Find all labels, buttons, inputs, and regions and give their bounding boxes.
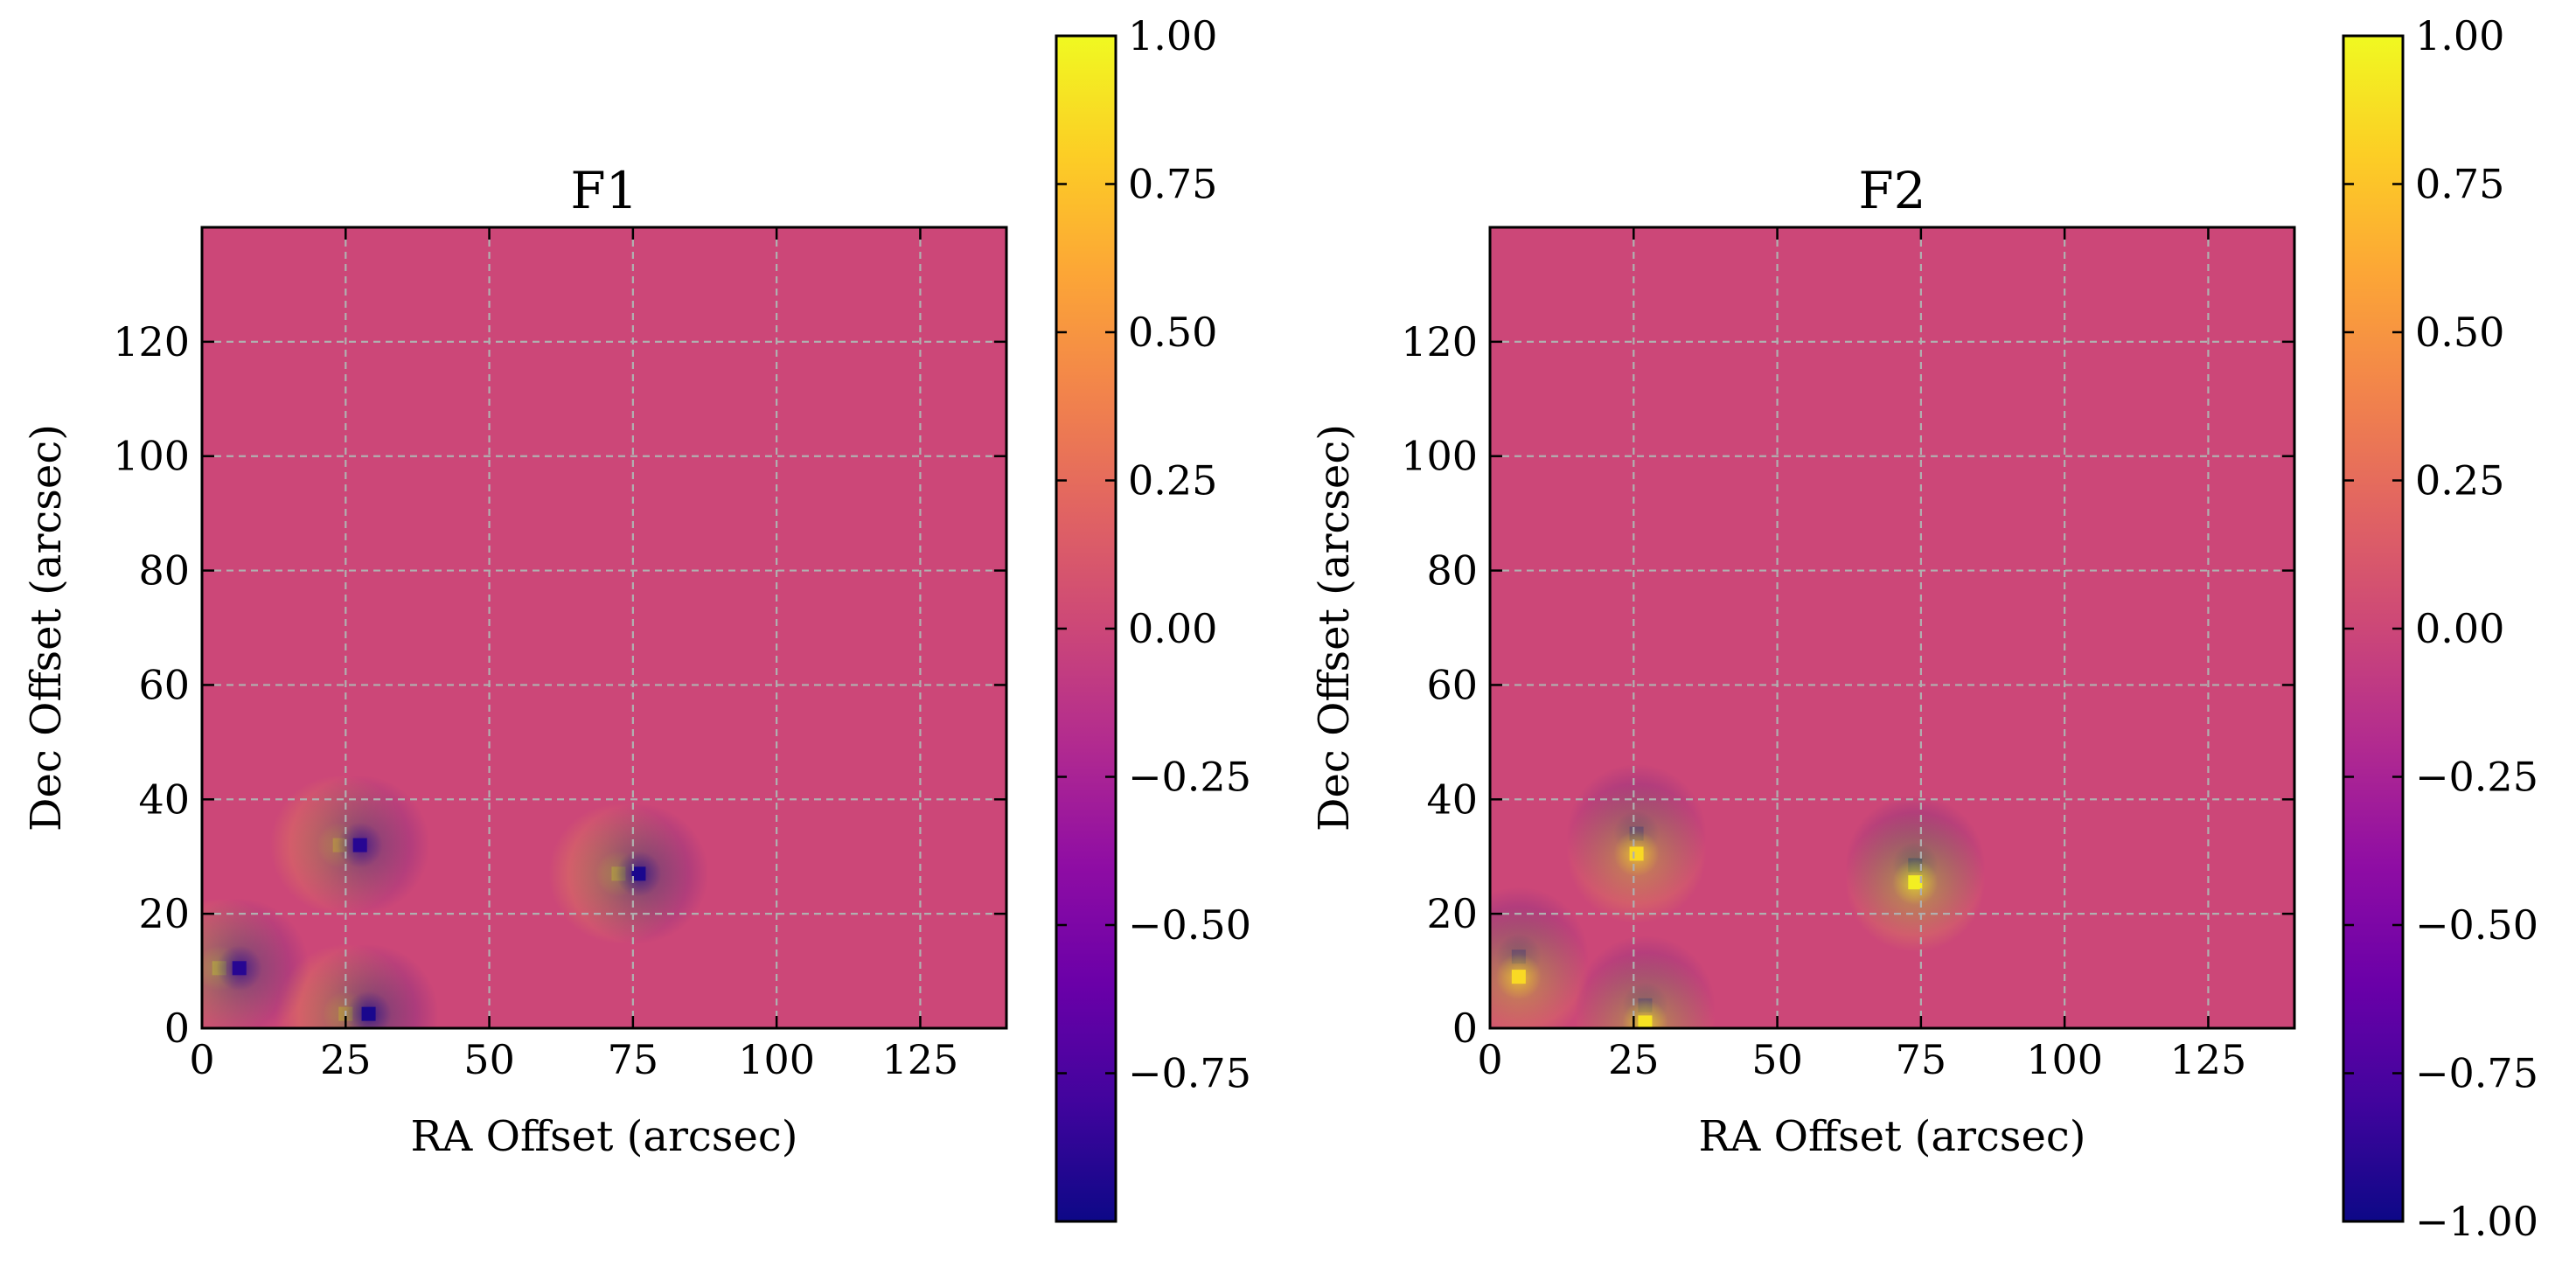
feature-halo [1575,952,1716,1028]
colorbar-tick-label: 1.00 [1128,12,1217,59]
x-tick-label: 125 [882,1036,959,1083]
y-tick-label: 0 [164,1005,190,1052]
x-tick-label: 100 [2026,1036,2103,1083]
x-tick-label: 50 [463,1036,515,1083]
feature-peak [1908,875,1923,890]
colorbar-tick-label: 1.00 [2415,12,2504,59]
colorbar-tick-label: 0.75 [1128,161,1217,208]
panel-f1: 0 25 50 75 100 125 0 20 40 60 80 100 120 F1 RA Offset … [22,12,1251,1223]
y-tick-label: 40 [1426,776,1478,823]
x-axis-label: RA Offset (arcsec) [411,1112,798,1161]
heatmap-image [202,775,709,1028]
colorbar-tick-label: −0.50 [1128,901,1251,949]
feature-peak [631,866,646,881]
y-tick-label: 80 [1426,547,1478,595]
panel-f2: 0 25 50 75 100 125 0 20 40 60 80 100 120 F2 RA Offset … [1310,12,2538,1245]
y-tick-label: 60 [138,661,190,708]
panel-title: F2 [1858,161,1925,220]
y-axis-label: Dec Offset (arcsec) [1310,424,1359,831]
x-tick-label: 0 [189,1036,214,1083]
y-tick-label: 100 [1401,433,1478,480]
colorbar-tick-label: −0.50 [2415,901,2538,949]
y-tick-label: 100 [113,433,190,480]
y-tick-label: 0 [1452,1005,1478,1052]
colorbar-tick-label: 0.50 [1128,309,1217,356]
axes-frame [200,226,1008,1030]
panel-title: F1 [570,161,637,220]
colorbar-tick-label: −0.25 [1128,754,1251,801]
y-tick-label: 120 [1401,318,1478,365]
x-tick-label: 75 [608,1036,659,1083]
feature-peak [232,961,247,976]
x-tick-label: 50 [1751,1036,1803,1083]
colorbar-tick-label: −0.75 [2415,1050,2538,1097]
colorbar-tick-label: −0.75 [1128,1050,1251,1097]
feature-peak [1511,970,1526,984]
x-tick-label: 100 [738,1036,815,1083]
feature-peak [361,1006,376,1021]
colorbar-tick-label: 0.00 [2415,605,2504,652]
x-tick-label: 25 [320,1036,372,1083]
colorbar-tick-label: −1.00 [2415,1198,2538,1245]
y-tick-label: 20 [138,890,190,937]
y-tick-label: 40 [138,776,190,823]
colorbar-tick-label: 0.50 [2415,309,2504,356]
colorbar-tick-label: 0.75 [2415,161,2504,208]
x-tick-label: 75 [1896,1036,1947,1083]
feature-peak [1638,1015,1653,1028]
colorbar-tick-label: 0.00 [1128,605,1217,652]
feature-peak [1629,846,1644,861]
feature-halo [298,943,439,1028]
colorbar-tick-label: 0.25 [1128,457,1217,504]
axes-frame [1488,226,2296,1030]
x-tick-label: 125 [2170,1036,2247,1083]
colorbar-tick-label: −0.25 [2415,754,2538,801]
x-axis-label: RA Offset (arcsec) [1699,1112,2086,1161]
feature-peak [352,838,367,852]
y-tick-label: 60 [1426,661,1478,708]
y-axis-label: Dec Offset (arcsec) [22,424,71,831]
y-tick-label: 80 [138,547,190,595]
y-tick-label: 20 [1426,890,1478,937]
colorbar-tick-label: 0.25 [2415,457,2504,504]
x-tick-label: 25 [1608,1036,1660,1083]
y-tick-label: 120 [113,318,190,365]
heatmap-image [1490,763,1986,1028]
x-tick-label: 0 [1477,1036,1502,1083]
